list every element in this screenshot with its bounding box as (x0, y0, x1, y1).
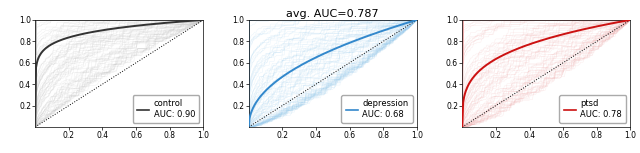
Legend: control
AUC: 0.90: control AUC: 0.90 (132, 95, 199, 123)
Title: avg. AUC=0.787: avg. AUC=0.787 (287, 9, 379, 19)
Legend: depression
AUC: 0.68: depression AUC: 0.68 (342, 95, 413, 123)
Legend: ptsd
AUC: 0.78: ptsd AUC: 0.78 (559, 95, 626, 123)
